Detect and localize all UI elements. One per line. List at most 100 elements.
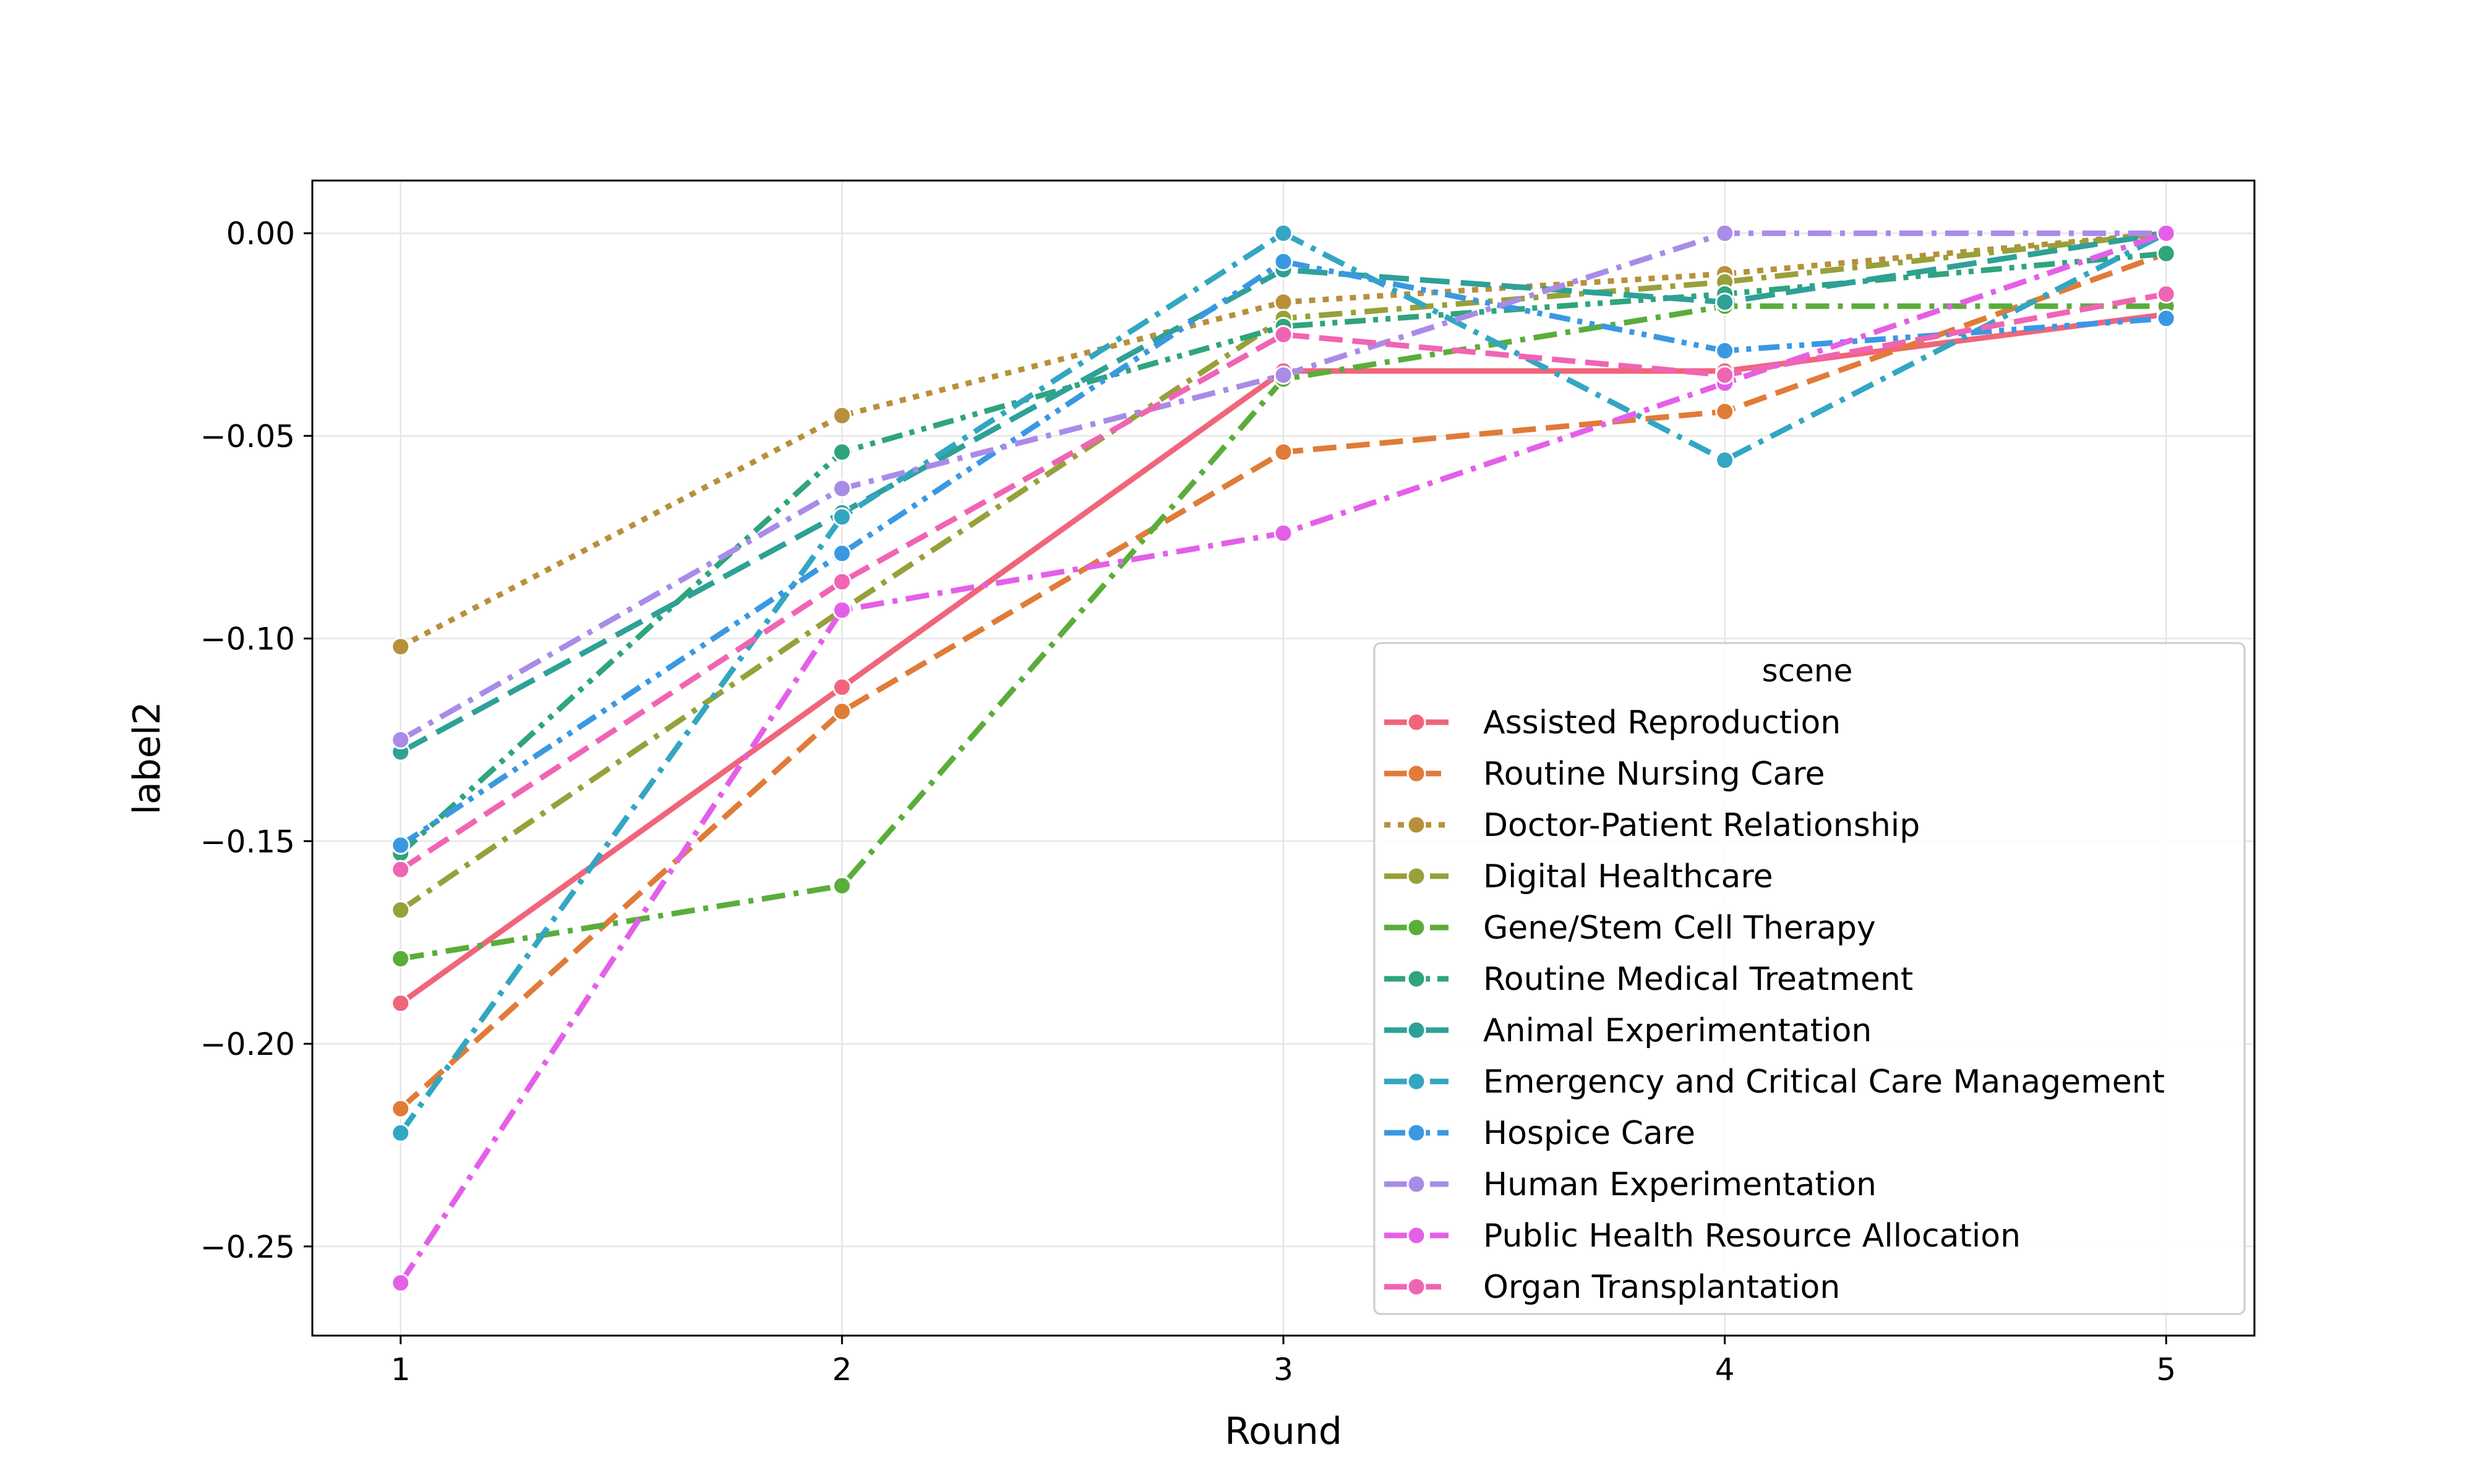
legend-item: Digital Healthcare bbox=[1384, 858, 1773, 895]
series-emergency-and-critical-care-management bbox=[391, 223, 2176, 1143]
x-axis-ticks: 1 2 3 4 5 bbox=[391, 1336, 2176, 1388]
data-point bbox=[832, 572, 852, 592]
data-point bbox=[391, 859, 411, 879]
data-point bbox=[391, 994, 411, 1013]
legend-label: Human Experimentation bbox=[1483, 1166, 1877, 1203]
legend-label: Organ Transplantation bbox=[1483, 1269, 1840, 1306]
data-point bbox=[1715, 450, 1735, 470]
legend-swatch-marker bbox=[1406, 1277, 1426, 1297]
data-point bbox=[832, 544, 852, 563]
data-point bbox=[832, 479, 852, 498]
legend-label: Animal Experimentation bbox=[1483, 1012, 1872, 1049]
data-point bbox=[391, 1099, 411, 1119]
y-axis-ticks: 0.00 −0.05 −0.10 −0.15 −0.20 −0.25 bbox=[200, 216, 312, 1265]
y-tick-label: 0.00 bbox=[226, 216, 295, 252]
data-point bbox=[2156, 309, 2176, 328]
legend-title: scene bbox=[1762, 653, 1853, 689]
data-point bbox=[1273, 292, 1293, 312]
data-point bbox=[1715, 365, 1735, 385]
data-point bbox=[391, 637, 411, 657]
data-point bbox=[391, 1123, 411, 1143]
data-point bbox=[832, 507, 852, 527]
legend-item: Gene/Stem Cell Therapy bbox=[1384, 910, 1876, 947]
data-point bbox=[1273, 365, 1293, 385]
data-point bbox=[391, 835, 411, 855]
data-point bbox=[832, 600, 852, 620]
data-point bbox=[1715, 341, 1735, 360]
legend-label: Routine Nursing Care bbox=[1483, 756, 1825, 793]
legend: scene Assisted Reproduction Routine Nursin… bbox=[1373, 642, 2246, 1315]
series-layer bbox=[391, 223, 2176, 1293]
legend-label: Doctor-Patient Relationship bbox=[1483, 807, 1920, 844]
y-tick-label: −0.10 bbox=[200, 621, 295, 657]
legend-item: Doctor-Patient Relationship bbox=[1384, 807, 1920, 844]
legend-item: Assisted Reproduction bbox=[1384, 704, 1841, 741]
data-point bbox=[832, 702, 852, 722]
y-tick-label: −0.05 bbox=[200, 419, 295, 454]
legend-item: Public Health Resource Allocation bbox=[1384, 1217, 2021, 1255]
x-tick-label: 5 bbox=[2156, 1352, 2176, 1388]
legend-swatch-marker bbox=[1406, 815, 1426, 835]
legend-label: Digital Healthcare bbox=[1483, 858, 1773, 895]
legend-swatch-marker bbox=[1406, 712, 1426, 732]
data-point bbox=[2156, 223, 2176, 243]
legend-swatch-marker bbox=[1406, 1226, 1426, 1245]
data-point bbox=[832, 406, 852, 425]
legend-item: Routine Nursing Care bbox=[1384, 756, 1825, 793]
data-point bbox=[1715, 292, 1735, 312]
legend-swatch-marker bbox=[1406, 866, 1426, 886]
x-tick-label: 2 bbox=[832, 1352, 852, 1388]
legend-swatch-marker bbox=[1406, 1174, 1426, 1194]
x-axis-label: Round bbox=[1225, 1410, 1342, 1453]
legend-item: Hospice Care bbox=[1384, 1115, 1695, 1152]
series-human-experimentation bbox=[391, 223, 2176, 750]
series-line bbox=[399, 291, 2167, 872]
data-point bbox=[391, 1273, 411, 1293]
legend-label: Hospice Care bbox=[1483, 1115, 1695, 1152]
legend-label: Public Health Resource Allocation bbox=[1483, 1217, 2021, 1255]
legend-swatch-marker bbox=[1406, 1020, 1426, 1040]
data-point bbox=[391, 949, 411, 968]
data-point bbox=[1715, 223, 1735, 243]
legend-box bbox=[1373, 642, 2246, 1315]
legend-swatch-marker bbox=[1406, 1072, 1426, 1091]
y-axis-label: label2 bbox=[126, 701, 169, 814]
series-public-health-resource-allocation bbox=[391, 223, 2176, 1293]
legend-label: Gene/Stem Cell Therapy bbox=[1483, 910, 1876, 947]
legend-item: Emergency and Critical Care Management bbox=[1384, 1064, 2165, 1101]
legend-item: Animal Experimentation bbox=[1384, 1012, 1872, 1049]
legend-swatch-marker bbox=[1406, 969, 1426, 989]
data-point bbox=[1273, 252, 1293, 271]
data-point bbox=[1715, 402, 1735, 422]
data-point bbox=[391, 900, 411, 920]
series-line bbox=[399, 258, 2167, 848]
legend-label: Assisted Reproduction bbox=[1483, 704, 1841, 741]
legend-label: Routine Medical Treatment bbox=[1483, 961, 1913, 998]
x-tick-label: 1 bbox=[391, 1352, 411, 1388]
legend-swatch-marker bbox=[1406, 764, 1426, 783]
data-point bbox=[1273, 442, 1293, 462]
data-point bbox=[2156, 244, 2176, 263]
legend-swatch-marker bbox=[1406, 918, 1426, 937]
data-point bbox=[1273, 325, 1293, 344]
legend-swatch-marker bbox=[1406, 1123, 1426, 1143]
data-point bbox=[832, 677, 852, 697]
series-organ-transplantation bbox=[391, 284, 2176, 879]
legend-item: Human Experimentation bbox=[1384, 1166, 1877, 1203]
x-tick-label: 4 bbox=[1715, 1352, 1735, 1388]
data-point bbox=[1273, 523, 1293, 543]
y-tick-label: −0.25 bbox=[200, 1229, 295, 1265]
data-point bbox=[832, 442, 852, 462]
data-point bbox=[1273, 223, 1293, 243]
series-hospice-care bbox=[391, 252, 2176, 855]
y-tick-label: −0.20 bbox=[200, 1026, 295, 1062]
legend-item: Routine Medical Treatment bbox=[1384, 961, 1913, 998]
legend-label: Emergency and Critical Care Management bbox=[1483, 1064, 2165, 1101]
legend-item: Organ Transplantation bbox=[1384, 1269, 1840, 1306]
x-tick-label: 3 bbox=[1273, 1352, 1293, 1388]
data-point bbox=[832, 876, 852, 895]
data-point bbox=[2156, 284, 2176, 304]
y-tick-label: −0.15 bbox=[200, 824, 295, 859]
data-point bbox=[391, 730, 411, 750]
